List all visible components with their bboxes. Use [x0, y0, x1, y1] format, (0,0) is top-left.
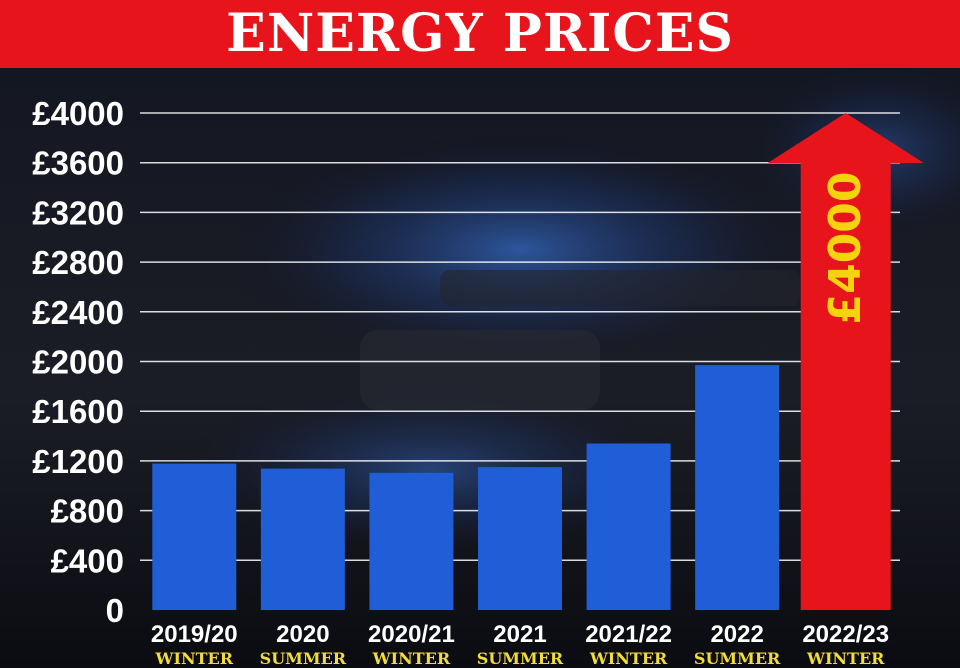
y-tick-label: £2800: [32, 244, 124, 281]
x-axis: 2019/20WINTER2020SUMMER2020/21WINTER2021…: [151, 621, 889, 668]
y-tick-label: £2400: [32, 294, 124, 331]
y-axis: 0 £400 £800 £1200 £1600 £2000 £2400 £2800 £3200 £…: [32, 95, 124, 629]
x-tick-season: WINTER: [589, 649, 668, 668]
x-tick-season: WINTER: [806, 649, 885, 668]
x-tick-label: 2019/20: [151, 621, 238, 648]
bars: [152, 365, 780, 610]
x-tick-season: WINTER: [372, 649, 451, 668]
chart-title: ENERGY PRICES: [226, 3, 734, 64]
y-tick-label: £4000: [32, 95, 124, 132]
y-tick-label: £800: [51, 493, 124, 530]
x-tick-label: 2021: [493, 621, 546, 648]
bar: [478, 467, 562, 610]
x-tick-season: SUMMER: [260, 649, 347, 668]
highlight-arrow: [767, 113, 924, 610]
bar: [369, 472, 454, 610]
title-band: ENERGY PRICES: [0, 0, 960, 68]
y-tick-label: £400: [51, 542, 124, 579]
x-tick-season: WINTER: [155, 649, 234, 668]
x-tick-label: 2022/23: [802, 621, 889, 648]
x-tick-label: 2022: [710, 621, 763, 648]
bar: [695, 365, 780, 610]
bar: [152, 463, 237, 610]
x-tick-label: 2020: [276, 621, 329, 648]
bar: [260, 468, 345, 610]
y-tick-label: £1600: [32, 393, 124, 430]
bar: [586, 443, 671, 610]
highlight: £4000: [767, 113, 924, 610]
x-tick-season: SUMMER: [694, 649, 781, 668]
highlight-label: £4000: [820, 171, 871, 324]
y-tick-label: £1200: [32, 443, 124, 480]
x-tick-label: 2021/22: [585, 621, 672, 648]
y-tick-label: £2000: [32, 344, 124, 381]
x-tick-season: SUMMER: [477, 649, 564, 668]
y-tick-label: £3600: [32, 145, 124, 182]
y-tick-label: 0: [106, 592, 124, 629]
x-tick-label: 2020/21: [368, 621, 455, 648]
y-tick-label: £3200: [32, 194, 124, 231]
